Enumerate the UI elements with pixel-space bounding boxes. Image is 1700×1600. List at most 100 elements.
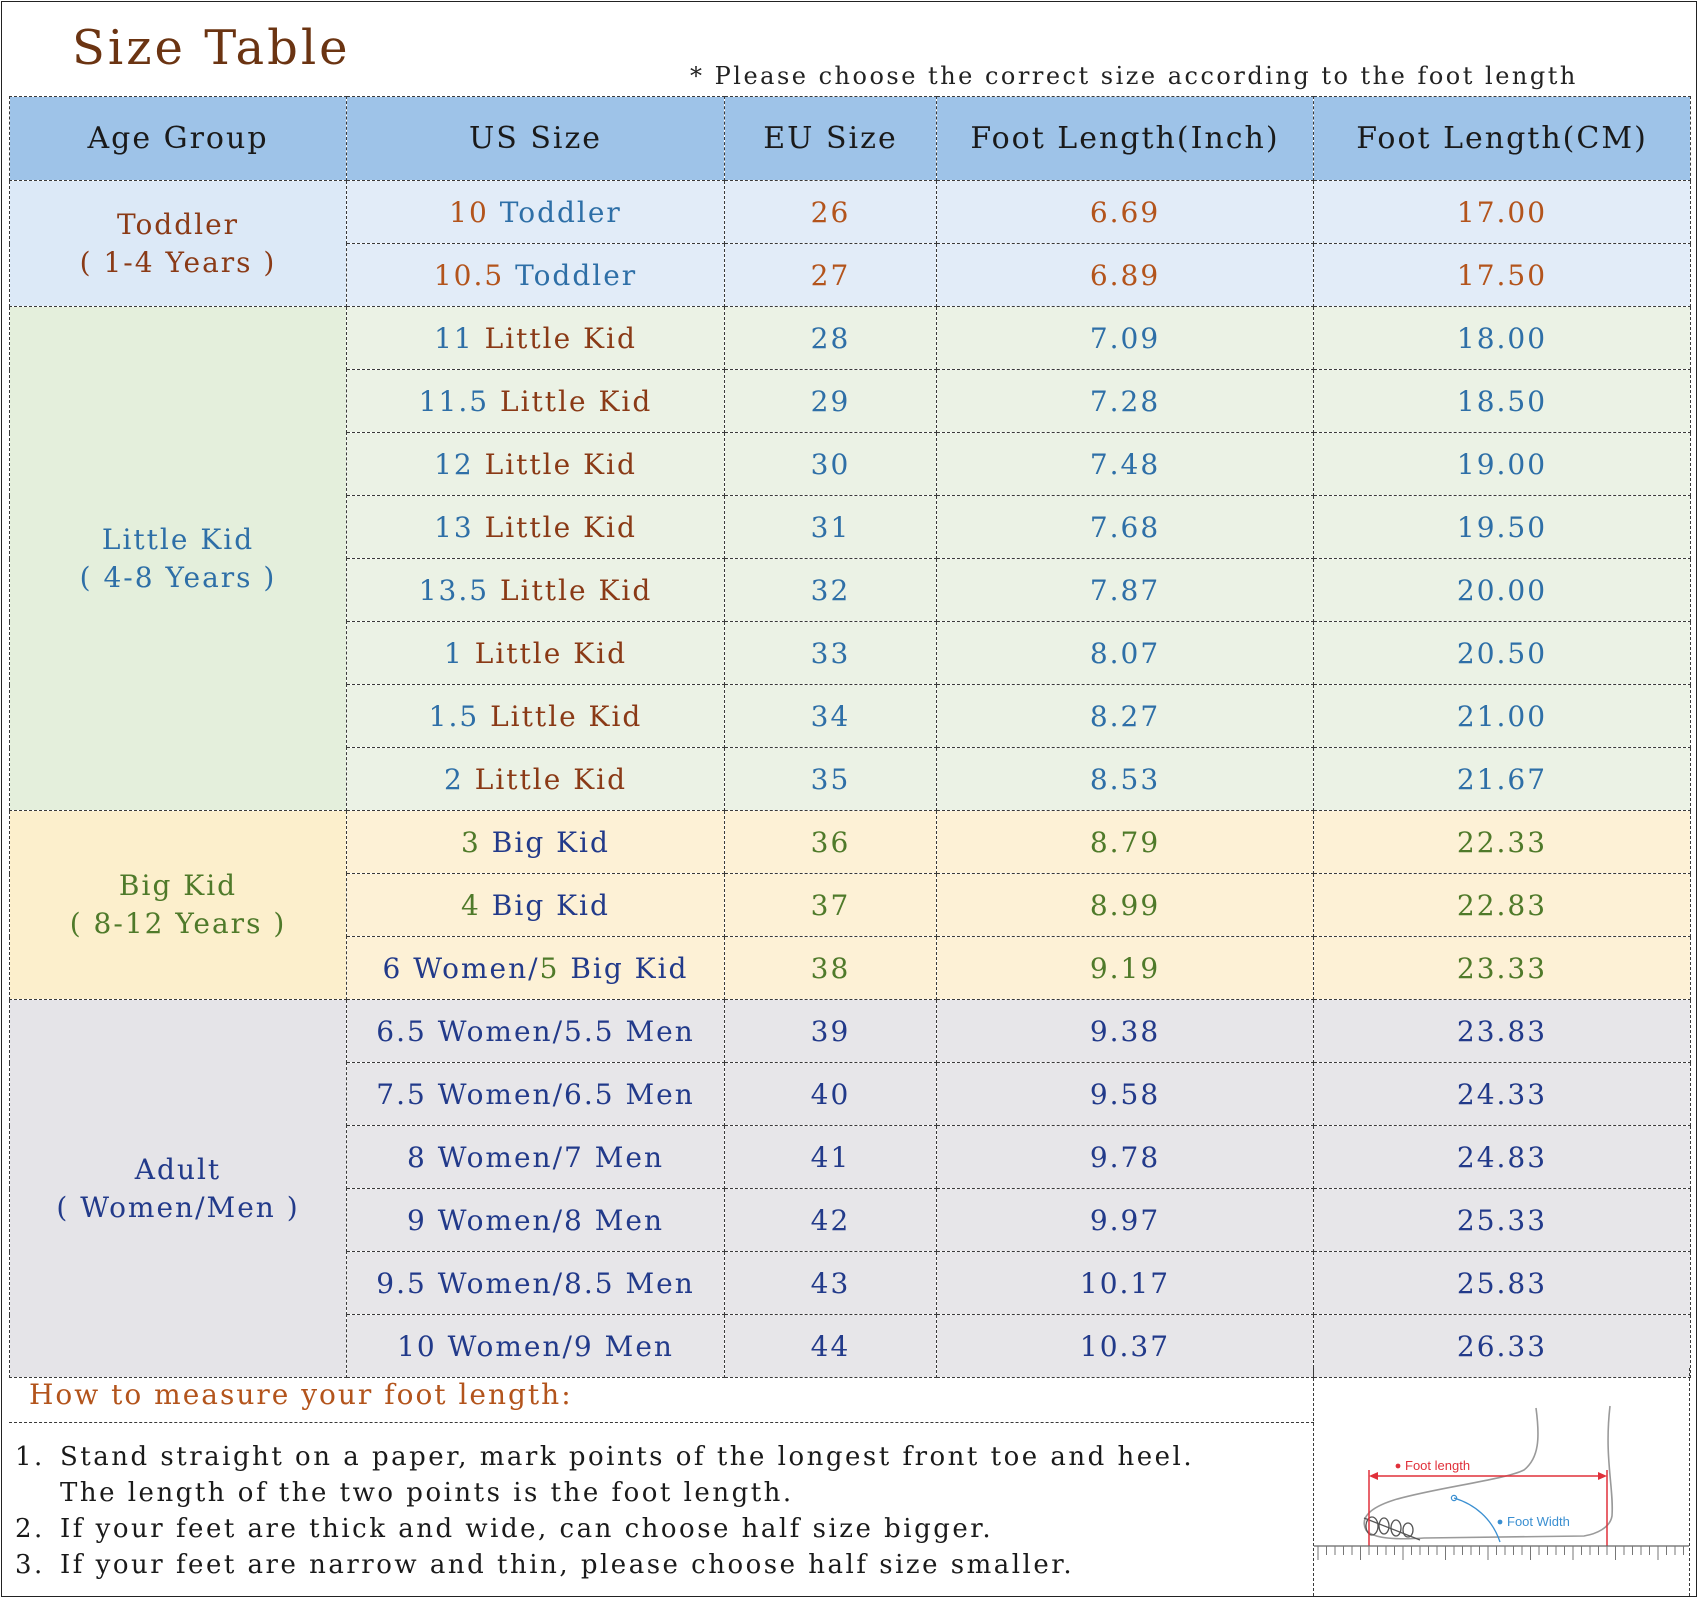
col-header-foot-length-cm: Foot Length(CM) bbox=[1313, 96, 1691, 181]
us-size-cell: 7.5 Women/6.5 Men bbox=[346, 1062, 725, 1126]
col-header-eu-size: EU Size bbox=[724, 96, 937, 181]
us-size-cell: 1.5 Little Kid bbox=[346, 684, 725, 748]
foot-length-cm-cell: 21.67 bbox=[1313, 747, 1691, 811]
foot-length-dot bbox=[1395, 1463, 1401, 1469]
arrow-head-left-icon bbox=[1369, 1472, 1378, 1480]
foot-length-inch-cell: 7.68 bbox=[936, 495, 1314, 559]
foot-length-inch-cell: 8.07 bbox=[936, 621, 1314, 685]
us-size-cell: 11.5 Little Kid bbox=[346, 369, 725, 433]
us-size-cell: 8 Women/7 Men bbox=[346, 1125, 725, 1189]
us-size-label: Big Kid bbox=[491, 825, 610, 859]
size-table: Age Group US Size EU Size Foot Length(In… bbox=[9, 96, 1691, 1378]
step-number: 2. bbox=[15, 1514, 45, 1544]
eu-size-cell: 34 bbox=[724, 684, 937, 748]
us-size-cell: 13 Little Kid bbox=[346, 495, 725, 559]
foot-length-cm-cell: 18.50 bbox=[1313, 369, 1691, 433]
us-size-label: Big Kid bbox=[491, 888, 610, 922]
how-to-measure-title: How to measure your foot length: bbox=[29, 1378, 573, 1411]
age-group-name: Little Kid bbox=[101, 522, 255, 556]
foot-length-inch-cell: 8.79 bbox=[936, 810, 1314, 874]
table-row: Toddler ( 1-4 Years ) 10 Toddler 26 6.69… bbox=[9, 180, 1691, 307]
foot-length-cm-cell: 20.50 bbox=[1313, 621, 1691, 685]
foot-length-inch-cell: 8.53 bbox=[936, 747, 1314, 811]
age-group-toddler: Toddler ( 1-4 Years ) bbox=[9, 180, 347, 307]
us-size-number: 1.5 bbox=[428, 699, 480, 733]
eu-size-cell: 33 bbox=[724, 621, 937, 685]
page-title: Size Table bbox=[72, 20, 351, 76]
foot-length-inch-cell: 9.19 bbox=[936, 936, 1314, 1000]
age-group-little-kid: Little Kid ( 4-8 Years ) bbox=[9, 306, 347, 811]
foot-length-inch-cell: 8.99 bbox=[936, 873, 1314, 937]
us-size-label: Little Kid bbox=[499, 384, 653, 418]
us-size-cell: 4 Big Kid bbox=[346, 873, 725, 937]
table-row: Little Kid ( 4-8 Years ) 11 Little Kid 2… bbox=[9, 306, 1691, 811]
us-size-number: 13.5 bbox=[418, 573, 490, 607]
us-size-cell: 2 Little Kid bbox=[346, 747, 725, 811]
measure-step-1: 1. Stand straight on a paper, mark points… bbox=[15, 1442, 1194, 1472]
us-size-cell: 11 Little Kid bbox=[346, 306, 725, 370]
us-size-number: 12 bbox=[434, 447, 474, 481]
us-size-number: 11.5 bbox=[418, 384, 490, 418]
us-size-cell: 13.5 Little Kid bbox=[346, 558, 725, 622]
eu-size-cell: 32 bbox=[724, 558, 937, 622]
us-size-label: Little Kid bbox=[484, 321, 637, 355]
measure-step-3: 3. If your feet are narrow and thin, plea… bbox=[15, 1550, 1074, 1580]
foot-length-inch-cell: 9.38 bbox=[936, 999, 1314, 1063]
foot-length-inch-cell: 9.78 bbox=[936, 1125, 1314, 1189]
foot-length-inch-cell: 8.27 bbox=[936, 684, 1314, 748]
step-text: If your feet are narrow and thin, please… bbox=[60, 1550, 1075, 1580]
eu-size-cell: 36 bbox=[724, 810, 937, 874]
step-text: If your feet are thick and wide, can cho… bbox=[60, 1514, 994, 1544]
foot-outline bbox=[1363, 1405, 1614, 1540]
eu-size-cell: 39 bbox=[724, 999, 937, 1063]
foot-length-cm-cell: 19.50 bbox=[1313, 495, 1691, 559]
foot-width-label: Foot Width bbox=[1507, 1514, 1570, 1529]
foot-length-inch-cell: 7.48 bbox=[936, 432, 1314, 496]
us-size-cell: 6 Women/5 Big Kid bbox=[346, 936, 725, 1000]
foot-length-cm-cell: 21.00 bbox=[1313, 684, 1691, 748]
age-group-range: ( Women/Men ) bbox=[56, 1190, 300, 1224]
eu-size-cell: 38 bbox=[724, 936, 937, 1000]
age-group-range: ( 8-12 Years ) bbox=[69, 907, 287, 940]
table-row: 1.5 Little Kid 34 8.27 21.00 bbox=[9, 684, 1691, 748]
us-size-label: Little Kid bbox=[484, 447, 637, 481]
step-text: Stand straight on a paper, mark points o… bbox=[60, 1442, 1195, 1472]
foot-length-label: Foot length bbox=[1405, 1458, 1470, 1473]
us-size-cell: 10 Women/9 Men bbox=[346, 1314, 725, 1378]
us-size-cell: 9.5 Women/8.5 Men bbox=[346, 1251, 725, 1315]
us-size-cell: 3 Big Kid bbox=[346, 810, 725, 874]
eu-size-cell: 40 bbox=[724, 1062, 937, 1126]
foot-length-cm-cell: 23.33 bbox=[1313, 936, 1691, 1000]
us-size-label: Little Kid bbox=[474, 762, 627, 796]
age-group-big-kid: Big Kid ( 8-12 Years ) bbox=[9, 810, 347, 1000]
foot-length-inch-cell: 9.97 bbox=[936, 1188, 1314, 1252]
us-size-label: Toddler bbox=[499, 195, 622, 229]
measure-step-1-continued: The length of the two points is the foot… bbox=[60, 1478, 794, 1508]
us-size-label: Little Kid bbox=[490, 699, 643, 733]
us-size-label: Toddler bbox=[515, 258, 638, 292]
foot-length-cm-cell: 26.33 bbox=[1313, 1314, 1691, 1378]
foot-length-cm-cell: 22.83 bbox=[1313, 873, 1691, 937]
foot-length-cm-cell: 24.33 bbox=[1313, 1062, 1691, 1126]
ruler bbox=[1314, 1545, 1689, 1560]
eu-size-cell: 43 bbox=[724, 1251, 937, 1315]
foot-length-cm-cell: 17.00 bbox=[1313, 180, 1691, 244]
foot-width-dot bbox=[1497, 1519, 1503, 1525]
us-size-number: 13 bbox=[434, 510, 474, 544]
arrow-head-right-icon bbox=[1598, 1472, 1607, 1480]
foot-length-inch-cell: 7.87 bbox=[936, 558, 1314, 622]
eu-size-cell: 30 bbox=[724, 432, 937, 496]
how-to-measure-section: How to measure your foot length: 1. Stand… bbox=[9, 1368, 1314, 1596]
us-size-cell: 12 Little Kid bbox=[346, 432, 725, 496]
us-size-number: 4 bbox=[461, 888, 481, 922]
foot-diagram-illustration: Foot length Foot Width bbox=[1314, 1405, 1689, 1560]
us-size-number: 10 bbox=[449, 195, 489, 229]
age-group-name: Toddler bbox=[116, 207, 240, 241]
age-group-name: Big Kid bbox=[118, 869, 238, 902]
header-row: Age Group US Size EU Size Foot Length(In… bbox=[9, 96, 1691, 181]
foot-width-curve bbox=[1453, 1497, 1501, 1543]
us-size-number: 1 bbox=[443, 636, 464, 670]
table-row: Big Kid ( 8-12 Years ) 3 Big Kid 36 8.79… bbox=[9, 810, 1691, 1000]
how-to-measure-header: How to measure your foot length: bbox=[9, 1368, 1314, 1423]
